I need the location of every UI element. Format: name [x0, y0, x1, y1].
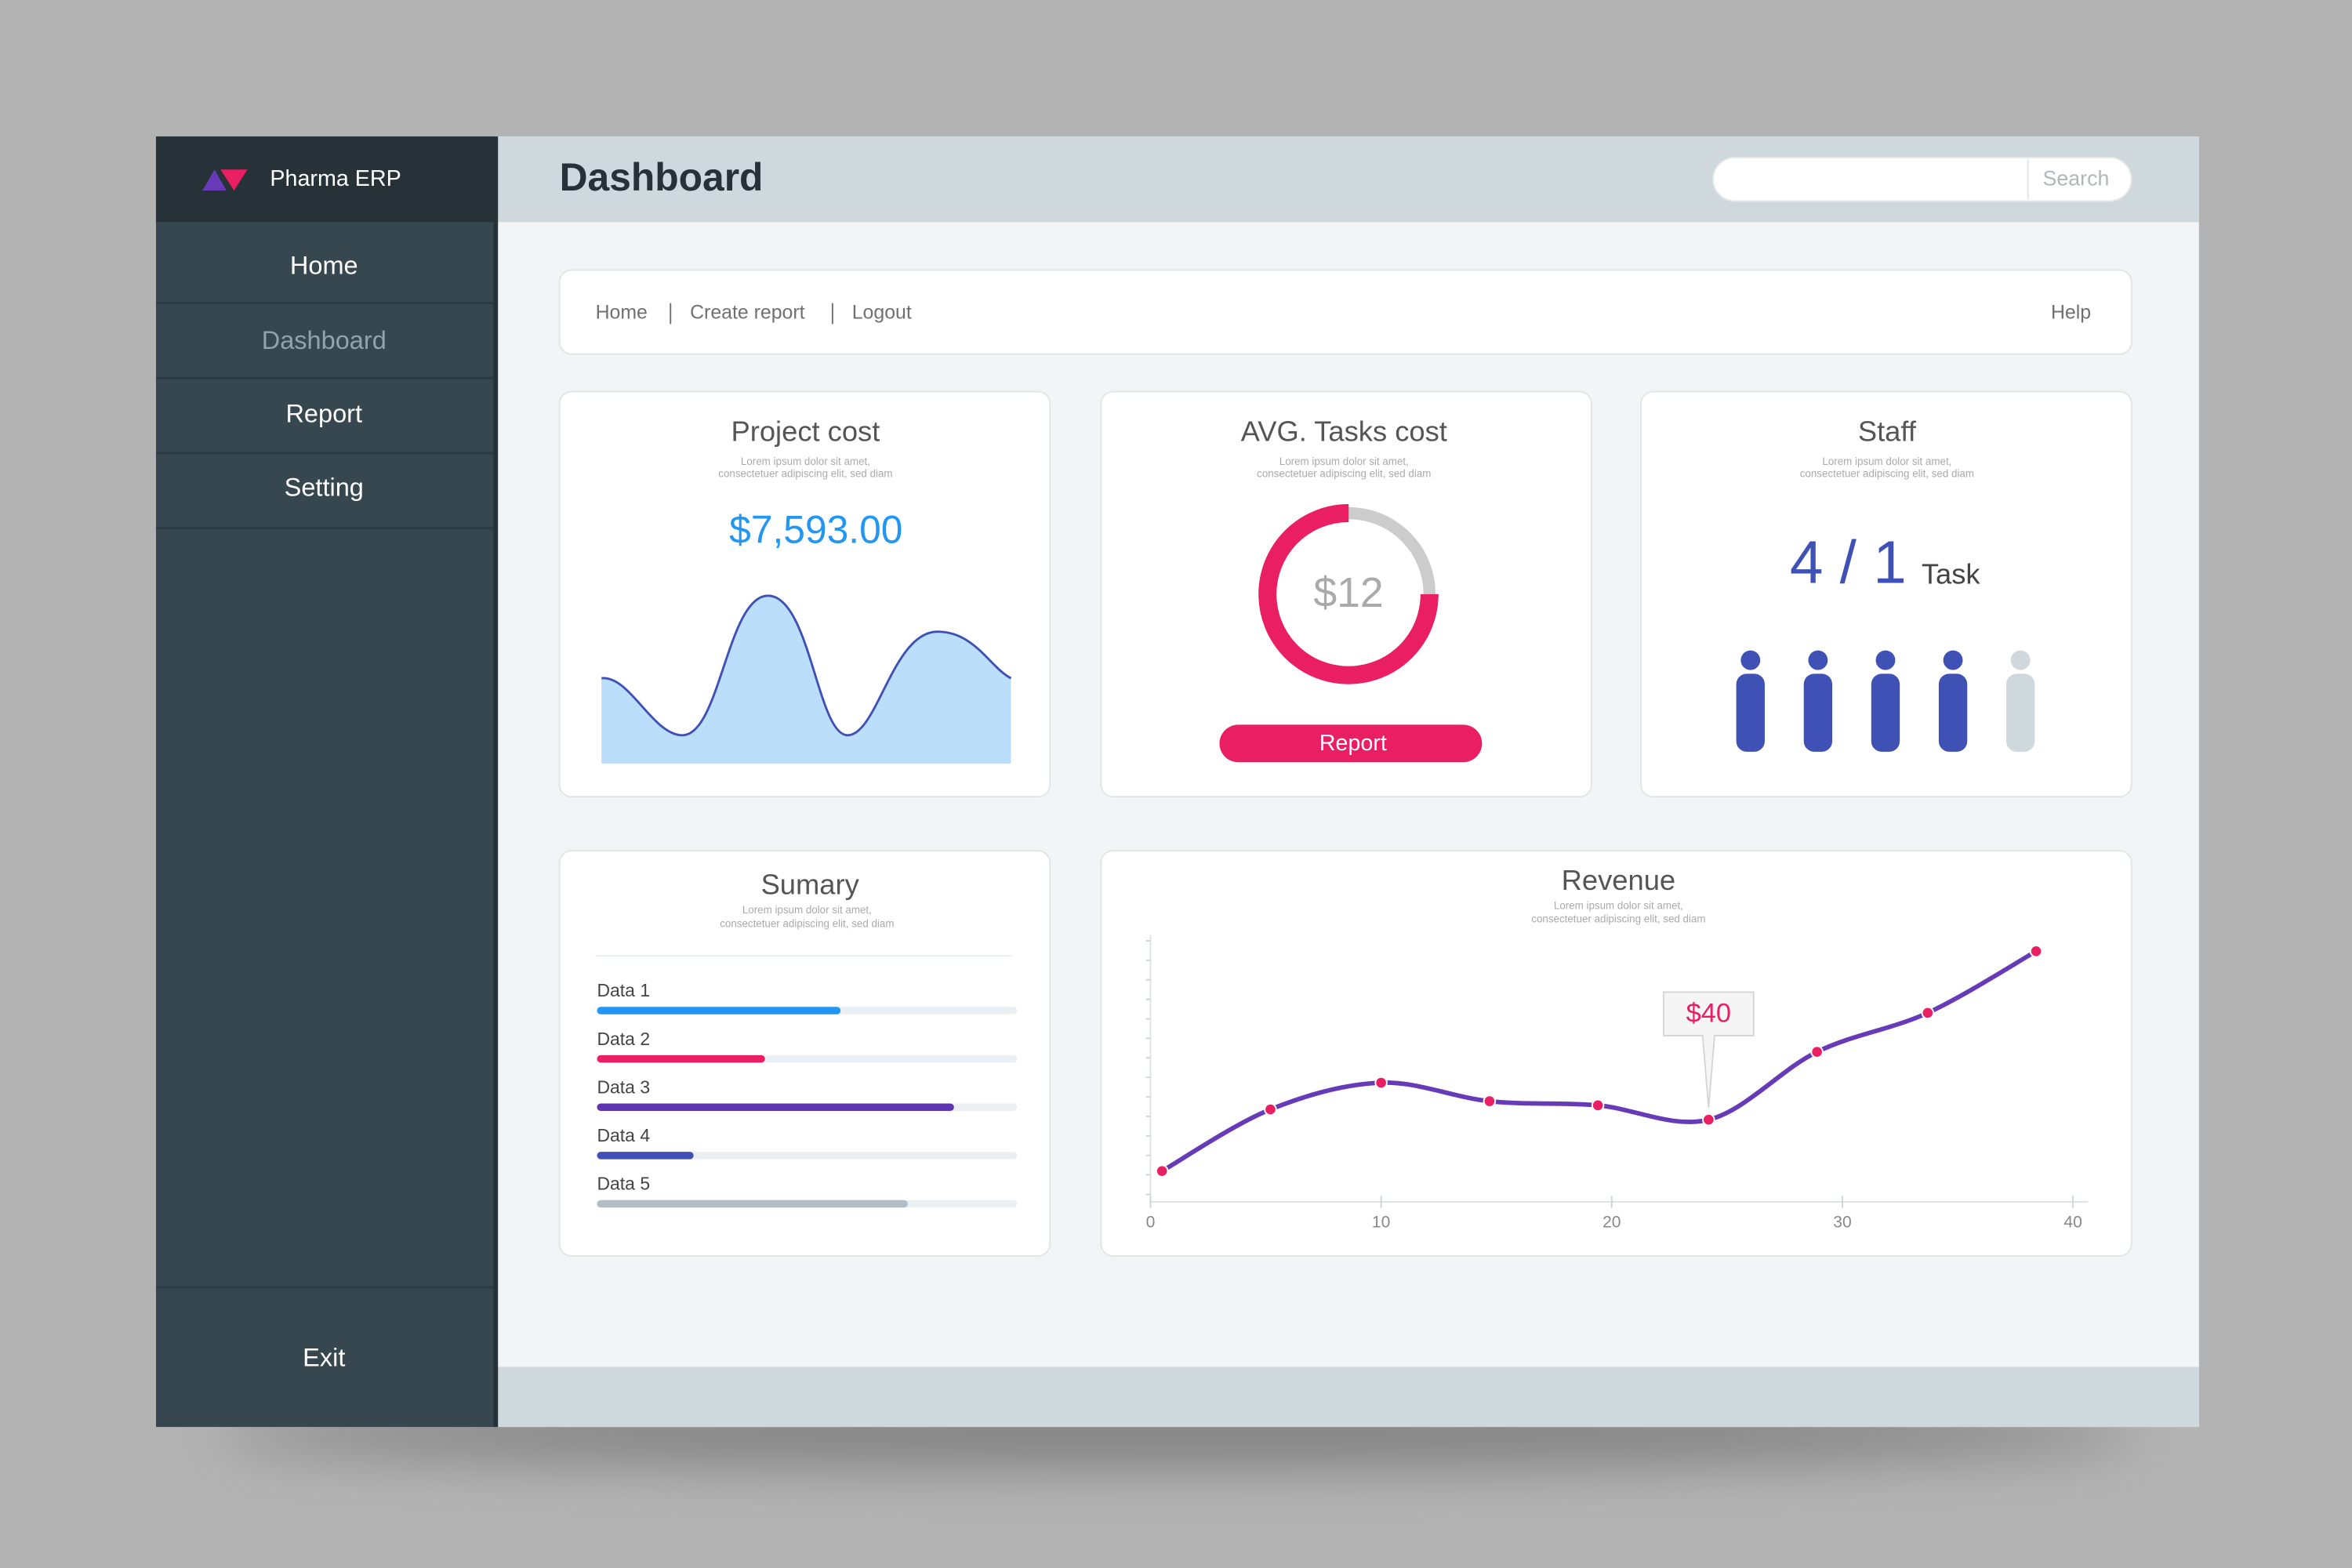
nav-link[interactable]: Logout [852, 302, 912, 324]
staff-unit: Task [1922, 558, 1981, 590]
staff-body [2005, 673, 2035, 752]
x-tick-label: 30 [1833, 1213, 1851, 1231]
card-subtitle: consectetuer adipiscing elit, sed diam [718, 467, 892, 479]
nav-link[interactable]: Home [596, 302, 648, 324]
logo-purple [202, 169, 227, 191]
tasks-cost-value: $12 [1313, 570, 1383, 616]
x-tick-label: 10 [1372, 1213, 1390, 1231]
cost-area-line [601, 594, 1012, 737]
card-title: Staff [1858, 416, 1917, 448]
summary-label: Data 4 [597, 1125, 650, 1145]
summary-label: Data 3 [597, 1076, 650, 1097]
card [1100, 390, 1592, 798]
cost-area [601, 595, 1011, 764]
revenue-point [1155, 1164, 1169, 1178]
summary-track [597, 1152, 1018, 1160]
card-subtitle: consectetuer adipiscing elit, sed diam [1257, 467, 1431, 479]
menu-separators [155, 302, 494, 1289]
brand-name: Pharma ERP [270, 166, 401, 191]
summary-bar [597, 1054, 765, 1063]
card-subtitle: consectetuer adipiscing elit, sed diam [720, 917, 894, 929]
x-tick-label: 0 [1146, 1213, 1156, 1231]
sidebar [155, 136, 497, 1428]
summary-label: Data 2 [597, 1029, 650, 1049]
logo-pink [220, 169, 248, 191]
staff-icon [1871, 650, 1900, 752]
menu-item[interactable]: Home [290, 251, 358, 279]
exit-button[interactable]: Exit [303, 1344, 345, 1372]
card-title: Revenue [1562, 864, 1675, 896]
revenue-chart: 0 10 20 30 40 $40 [1146, 945, 2082, 1231]
staff-body [1938, 673, 1968, 752]
card-title: Sumary [761, 869, 860, 901]
staff-body [1871, 673, 1900, 752]
staff-head [1875, 650, 1896, 670]
revenue-point [1374, 1076, 1388, 1090]
project-cost-value: $7,593.00 [729, 508, 902, 552]
x-tick-label: 40 [2063, 1213, 2082, 1231]
card-subtitle: consectetuer adipiscing elit, sed diam [1531, 913, 1705, 925]
staff-icon [1736, 650, 1765, 752]
sidebar-edge [493, 136, 499, 1428]
revenue-point [1921, 1006, 1935, 1020]
search-input[interactable] [1711, 157, 2132, 202]
callout [1662, 991, 1755, 1108]
page-title: Dashboard [560, 155, 764, 199]
staff-head [1943, 650, 1963, 670]
nav-link[interactable]: Create report [690, 302, 805, 324]
revenue-point [1810, 1045, 1824, 1058]
summary-label: Data 1 [597, 980, 650, 1000]
card-subtitle: Lorem ipsum dolor sit amet, [1279, 456, 1409, 467]
y-axis-decoration [1145, 940, 1151, 1196]
nav-card [558, 269, 2132, 355]
staff-head [2010, 650, 2031, 670]
card-subtitle: consectetuer adipiscing elit, sed diam [1800, 467, 1974, 479]
menu-item-active[interactable]: Dashboard [262, 326, 387, 354]
card-title: AVG. Tasks cost [1241, 416, 1447, 448]
revenue-point [2029, 945, 2043, 958]
card-title: Project cost [731, 416, 880, 448]
staff-icons [1736, 650, 2035, 752]
search-button[interactable]: Search [2043, 167, 2110, 191]
card-subtitle: Lorem ipsum dolor sit amet, [1554, 900, 1683, 912]
summary-bar [597, 1007, 841, 1014]
summary-label: Data 5 [597, 1174, 650, 1194]
cards [558, 390, 2132, 1257]
menu-item[interactable]: Report [285, 400, 362, 428]
report-button-label[interactable]: Report [1319, 731, 1387, 756]
help-link[interactable]: Help [2051, 302, 2091, 324]
staff-head [1740, 650, 1761, 670]
menu-item[interactable]: Setting [285, 474, 364, 502]
window: Pharma ERP Home Dashboard Report Setting… [155, 136, 2199, 1428]
revenue-point [1264, 1102, 1277, 1116]
staff-icon [1803, 650, 1833, 752]
staff-body [1736, 673, 1765, 752]
staff-count: 4 / 1 [1790, 530, 1907, 597]
staff-head [1808, 650, 1828, 670]
card-subtitle: Lorem ipsum dolor sit amet, [1822, 456, 1951, 467]
revenue-point [1591, 1098, 1605, 1112]
donut-arc [1258, 504, 1439, 684]
card-subtitle: Lorem ipsum dolor sit amet, [742, 904, 872, 916]
card [1100, 850, 2132, 1257]
card-subtitle: Lorem ipsum dolor sit amet, [741, 456, 870, 467]
staff-icon [1938, 650, 1968, 752]
summary-bars: Data 1 Data 2 Data 3 Data 4 Data 5 [597, 980, 1018, 1208]
donut [1258, 504, 1439, 684]
staff-icon [2005, 650, 2035, 752]
summary-bar [597, 1152, 694, 1160]
report-button[interactable] [1219, 724, 1483, 763]
x-tick-label: 20 [1602, 1213, 1621, 1231]
summary-bar [597, 1200, 908, 1208]
staff-body [1803, 673, 1833, 752]
summary-bar [597, 1103, 954, 1112]
revenue-point [1483, 1094, 1497, 1108]
callout-label: $40 [1686, 998, 1731, 1028]
footer-bar [496, 1367, 2199, 1428]
revenue-point [1702, 1112, 1715, 1127]
